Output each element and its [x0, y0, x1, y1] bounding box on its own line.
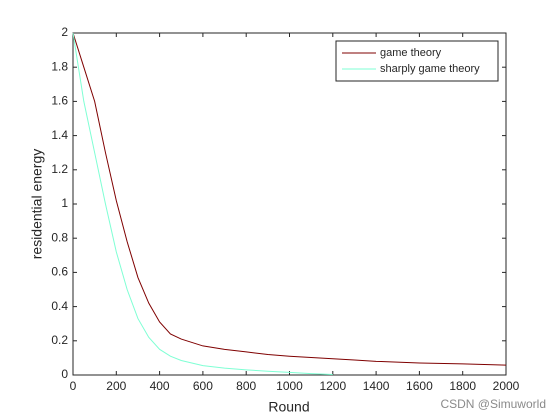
watermark: CSDN @Simuworld	[440, 397, 546, 411]
x-tick-label: 1800	[449, 379, 476, 393]
x-axis-label: Round	[268, 399, 309, 415]
x-tick-label: 800	[236, 379, 256, 393]
legend-box	[335, 40, 499, 82]
y-tick-label: 0.2	[51, 333, 68, 347]
line-series	[72, 32, 507, 366]
legend-label: sharply game theory	[380, 63, 480, 75]
legend-label: game theory	[380, 47, 442, 59]
y-tick-label: 0.8	[51, 230, 68, 244]
x-tick-label: 2000	[493, 379, 520, 393]
plot-area	[72, 32, 507, 376]
x-tick-label: 200	[106, 379, 126, 393]
y-tick-label: 1	[61, 196, 68, 210]
x-tick-label: 0	[70, 379, 77, 393]
y-tick-label: 2	[61, 25, 68, 39]
y-tick-label: 1.6	[51, 94, 68, 108]
x-tick-label: 600	[193, 379, 213, 393]
x-tick-label: 400	[150, 379, 170, 393]
x-tick-label: 1400	[363, 379, 390, 393]
x-tick-label: 1600	[406, 379, 433, 393]
y-tick-label: 1.2	[51, 162, 68, 176]
x-tick-label: 1200	[319, 379, 346, 393]
y-tick-label: 0.6	[51, 265, 68, 279]
x-tick-label: 1000	[276, 379, 303, 393]
y-axis-label: residential energy	[29, 149, 45, 260]
y-tick-label: 0	[61, 367, 68, 381]
y-tick-label: 1.4	[51, 128, 68, 142]
y-tick-label: 0.4	[51, 299, 68, 313]
line-series	[72, 32, 333, 375]
y-tick-label: 1.8	[51, 59, 68, 73]
